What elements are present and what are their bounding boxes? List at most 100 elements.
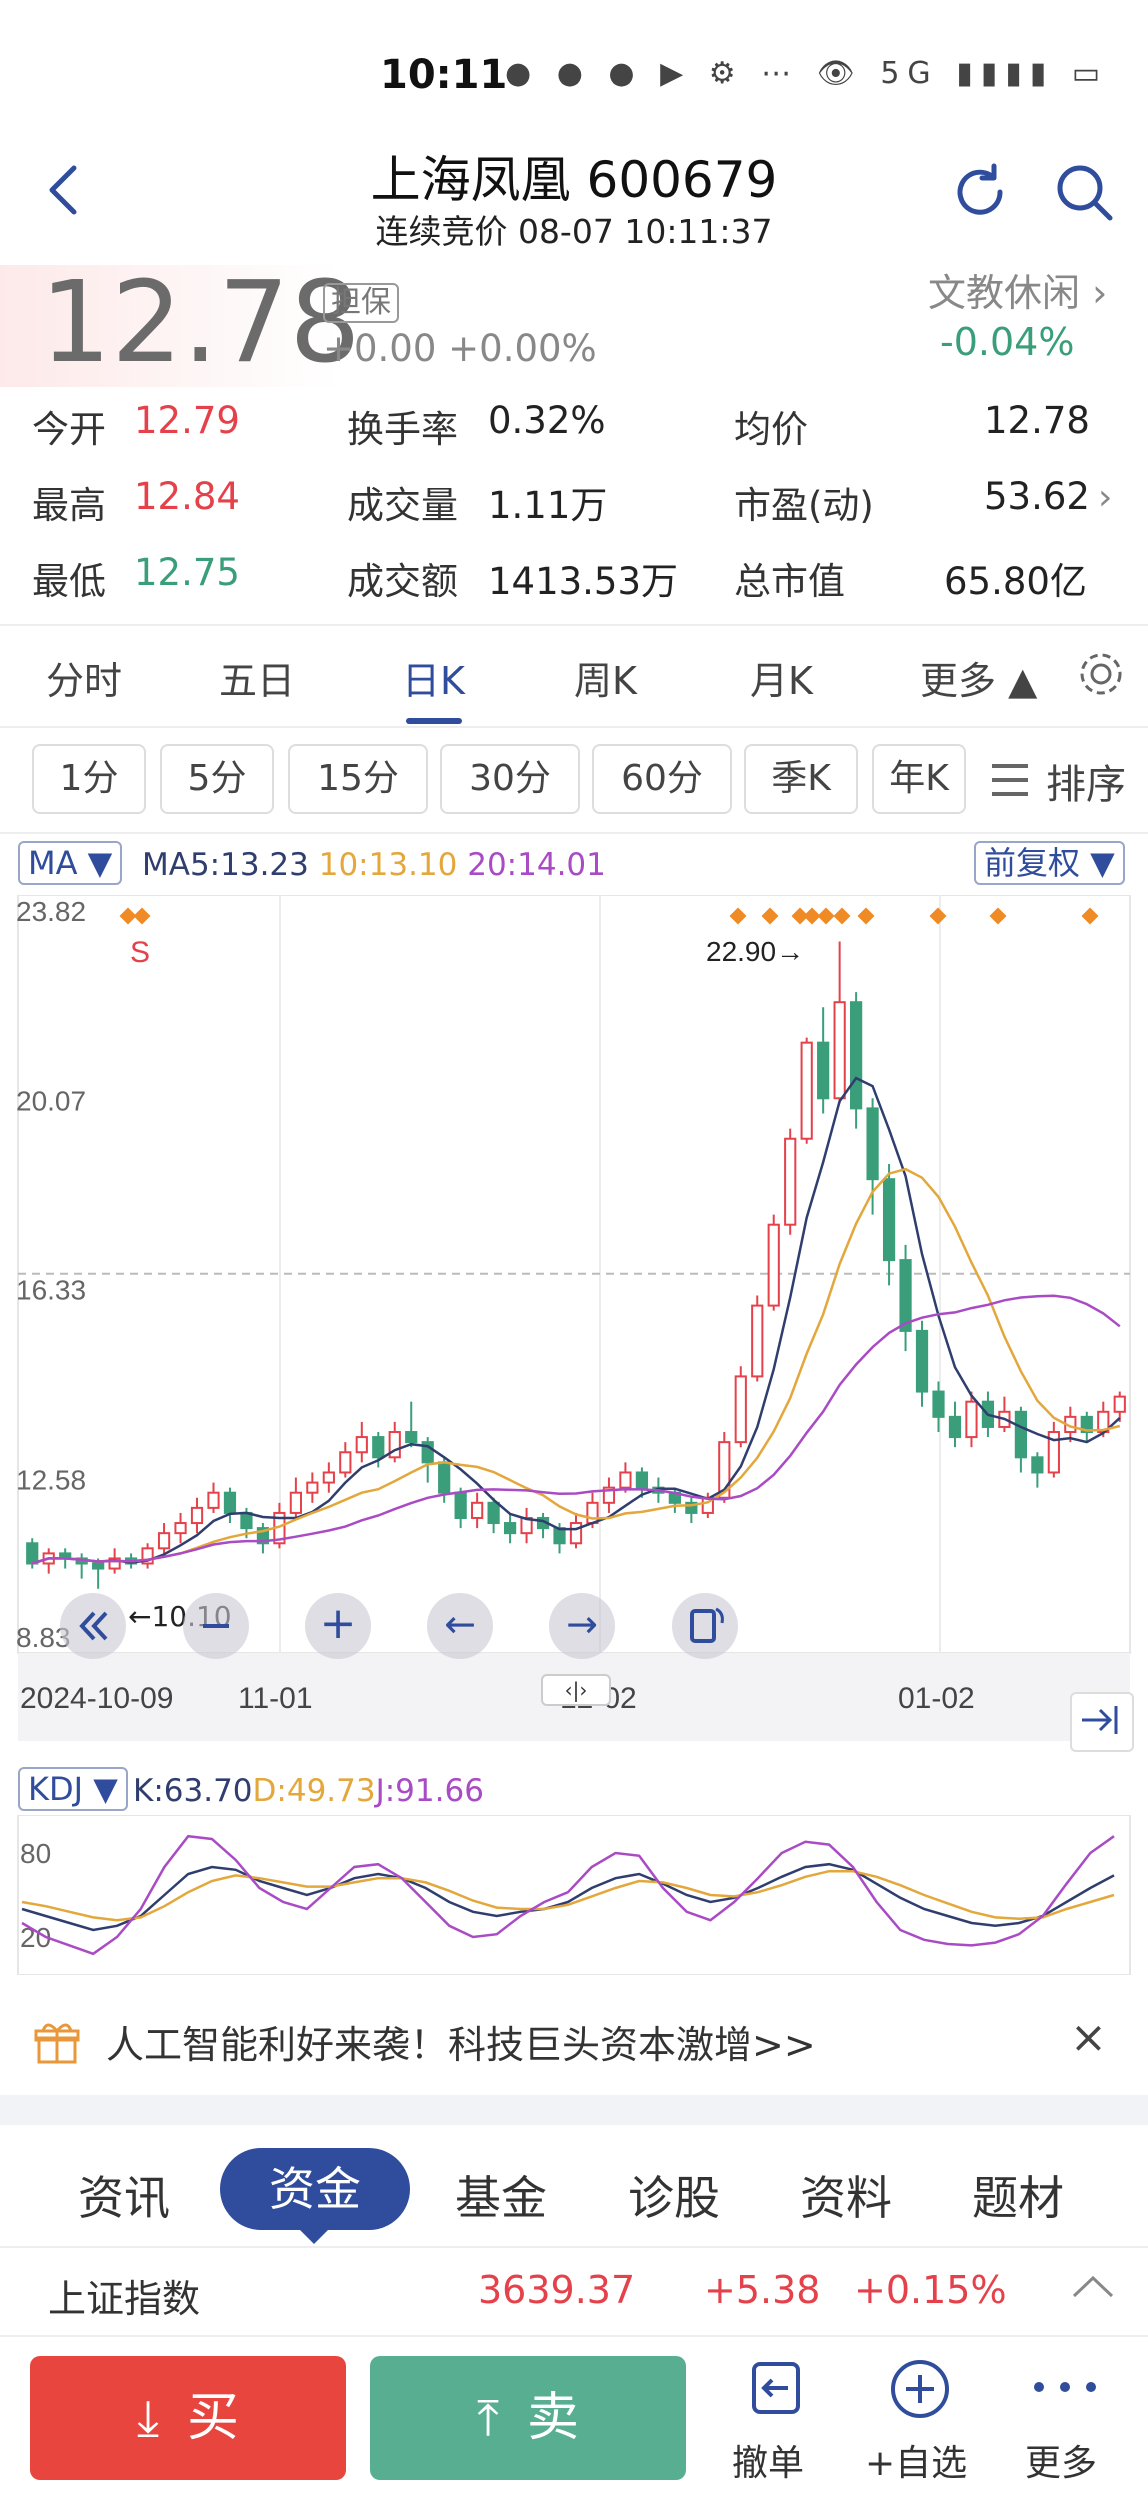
tab-profile[interactable]: 资料 — [800, 2171, 892, 2225]
sub-indicator-select[interactable]: KDJ ▼ — [18, 1767, 128, 1811]
industry-change: -0.04% — [940, 320, 1075, 364]
candle-body — [800, 1041, 813, 1140]
kdj-y-label: 80 — [20, 1838, 51, 1869]
period-1m[interactable]: 1分 — [32, 744, 146, 814]
adjust-select[interactable]: 前复权 ▼ — [974, 841, 1125, 885]
candle-body — [92, 1562, 105, 1570]
tab-fund[interactable]: 基金 — [455, 2171, 547, 2225]
candle-body — [1080, 1415, 1093, 1434]
indicator-select[interactable]: MA ▼ — [18, 841, 123, 885]
candle-body — [866, 1107, 879, 1181]
candle-body — [421, 1441, 434, 1464]
quote-stats[interactable]: 今开 12.79 最高 12.84 最低 12.75 换手率 0.32% 成交量… — [0, 395, 1148, 615]
candles — [26, 941, 1126, 1589]
bottom-action-bar — [0, 2335, 1148, 2494]
tab-five-day[interactable]: 五日 — [219, 659, 296, 703]
search-button[interactable] — [1052, 160, 1116, 224]
double-chevron-left-icon — [79, 1611, 108, 1641]
refresh-button[interactable] — [948, 160, 1012, 224]
stat-value: 12.75 — [134, 551, 240, 594]
promo-banner[interactable] — [0, 2000, 1148, 2086]
range-handle[interactable]: ‹|› — [541, 1674, 611, 1706]
close-icon[interactable]: × — [1070, 2012, 1107, 2063]
kdj-d-line — [21, 1869, 1115, 1922]
stat-value: 53.62 — [984, 475, 1090, 518]
y-tick-label: 20.07 — [16, 1086, 86, 1117]
signal-markers — [119, 907, 1099, 925]
sell-button[interactable]: ⤒ 卖 — [370, 2356, 686, 2480]
tab-more[interactable]: 更多 ▲ — [920, 659, 1038, 703]
stat-label: 成交量 — [347, 484, 458, 527]
signal-marker — [857, 907, 875, 925]
period-60m[interactable]: 60分 — [592, 744, 732, 814]
chevron-up-icon[interactable] — [1070, 2272, 1116, 2302]
ma-lines — [31, 1076, 1121, 1565]
tab-news[interactable]: 资讯 — [78, 2171, 170, 2225]
candle-body — [553, 1527, 566, 1545]
period-15m[interactable]: 15分 — [288, 744, 428, 814]
chart-settings-button[interactable] — [1075, 648, 1127, 704]
signal-marker — [817, 907, 835, 925]
period-year[interactable]: 年K — [872, 744, 966, 814]
index-ticker[interactable]: 上证指数 3639.37 +5.38 +0.15% — [0, 2250, 1148, 2330]
y-tick-label: 16.33 — [16, 1275, 86, 1306]
tab-funds[interactable]: 资金 — [220, 2148, 410, 2230]
index-name: 上证指数 — [48, 2277, 201, 2321]
candle-body — [141, 1547, 154, 1565]
period-quarter[interactable]: 季K — [744, 744, 858, 814]
search-icon — [1057, 165, 1113, 221]
candle-body — [405, 1431, 418, 1444]
buy-label: 买 — [187, 2388, 240, 2448]
pan-right-button[interactable]: → — [549, 1593, 615, 1659]
candle-body — [174, 1522, 187, 1535]
zoom-in-button[interactable]: + — [305, 1593, 371, 1659]
tab-intraday[interactable]: 分时 — [46, 659, 123, 703]
stat-value: 12.78 — [984, 399, 1090, 442]
stat-value: 0.32% — [488, 399, 606, 442]
candle-body — [256, 1527, 270, 1545]
stat-label: 成交额 — [347, 560, 458, 603]
stat-value: 12.84 — [134, 475, 240, 518]
candle-body — [635, 1471, 649, 1489]
price-highlight — [0, 265, 340, 387]
tab-diagnose[interactable]: 诊股 — [628, 2171, 720, 2225]
industry-link[interactable]: 文教休闲 › — [928, 271, 1108, 315]
pan-left-button[interactable]: ← — [427, 1593, 493, 1659]
stat-label: 换手率 — [347, 408, 458, 451]
buy-button[interactable]: ⤓ 买 — [30, 2356, 346, 2480]
index-value: 3639.37 — [478, 2268, 636, 2312]
promo-text[interactable]: 人工智能利好来袭！科技巨头资本激增>> — [106, 2023, 816, 2067]
zoom-out-button[interactable] — [183, 1593, 249, 1659]
tab-theme[interactable]: 题材 — [972, 2171, 1064, 2225]
candle-body — [207, 1491, 220, 1509]
candle-body — [850, 1001, 863, 1110]
back-button[interactable] — [40, 160, 90, 220]
candle-body — [223, 1491, 237, 1514]
period-30m[interactable]: 30分 — [440, 744, 580, 814]
status-bar: 10:11 ● ● ● ▶ ⚙ ⋯ 👁 5G ▮▮▮▮ ▭ — [0, 0, 1148, 140]
kdj-j-value: J:91.66 — [375, 1773, 484, 1809]
cancel-order-button[interactable]: 撤单 — [710, 2350, 840, 2485]
period-5m[interactable]: 5分 — [160, 744, 274, 814]
divider — [0, 624, 1148, 626]
sort-button[interactable]: 排序 — [990, 748, 1138, 814]
chevron-left-icon — [49, 165, 77, 215]
more-button[interactable]: 更多 — [1005, 2350, 1135, 2485]
signal-label: S — [130, 936, 150, 969]
candle-body — [948, 1415, 962, 1439]
scroll-start-button[interactable] — [60, 1593, 126, 1659]
x-tick-label: 01-02 — [898, 1682, 975, 1715]
candle-body — [619, 1471, 632, 1489]
tab-daily-k[interactable]: 日K — [402, 659, 465, 703]
jump-latest-button[interactable] — [1070, 1692, 1134, 1752]
rotate-screen-button[interactable] — [672, 1593, 738, 1659]
tab-monthly-k[interactable]: 月K — [750, 659, 813, 703]
tab-weekly-k[interactable]: 周K — [574, 659, 637, 703]
sell-icon: ⤒ — [476, 2389, 500, 2447]
candle-body — [1031, 1456, 1044, 1474]
plus-circle-icon — [891, 2360, 949, 2418]
candle-body — [240, 1511, 253, 1530]
add-watchlist-button[interactable]: +自选 — [855, 2350, 985, 2485]
divider — [0, 2246, 1148, 2248]
